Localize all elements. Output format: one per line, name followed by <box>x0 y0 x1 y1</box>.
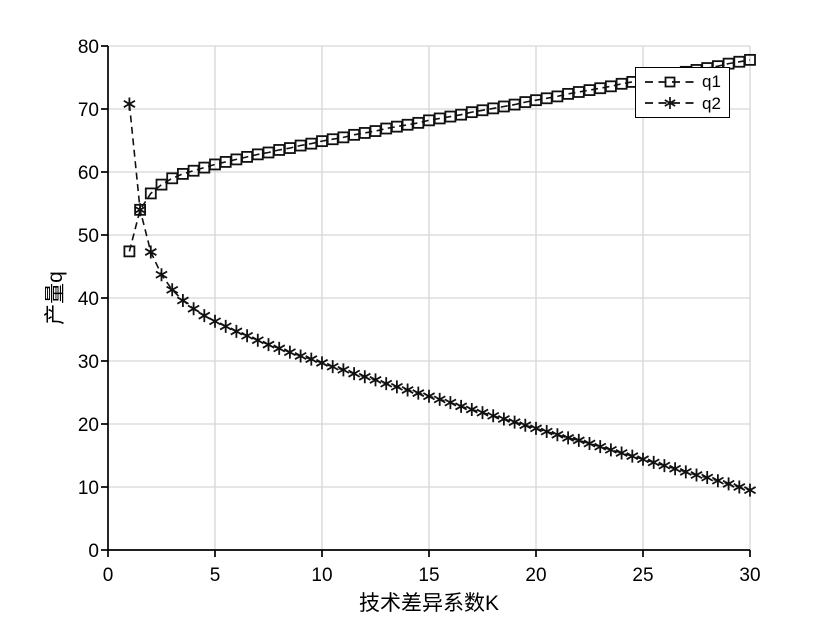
square-marker-icon <box>744 53 756 66</box>
asterisk-marker-icon <box>636 452 650 466</box>
x-tick-label: 5 <box>210 565 221 586</box>
asterisk-marker-icon <box>294 349 307 363</box>
y-tick-label: 40 <box>78 289 99 310</box>
asterisk-marker-icon <box>315 356 329 370</box>
y-tick-label: 50 <box>78 226 99 247</box>
y-tick-label: 30 <box>78 352 99 373</box>
asterisk-marker-icon <box>647 455 660 469</box>
gridlines <box>108 45 751 550</box>
asterisk-marker-icon <box>337 363 350 377</box>
asterisk-marker-icon <box>594 440 607 454</box>
asterisk-marker-icon <box>198 309 211 323</box>
asterisk-marker-icon <box>497 412 510 426</box>
square-marker-icon <box>166 172 179 185</box>
asterisk-marker-icon <box>380 377 393 391</box>
asterisk-marker-icon <box>476 406 489 420</box>
asterisk-marker-icon <box>508 415 521 429</box>
asterisk-marker-icon <box>208 314 222 328</box>
asterisk-marker-icon <box>679 465 692 479</box>
square-marker-icon <box>176 167 189 180</box>
asterisk-marker-icon <box>187 302 200 316</box>
x-tick-label: 15 <box>418 565 439 586</box>
asterisk-marker-icon <box>134 203 147 217</box>
asterisk-marker-icon <box>230 324 243 338</box>
data-series <box>123 53 757 497</box>
asterisk-marker-icon <box>176 294 189 308</box>
asterisk-marker-icon <box>572 433 585 447</box>
dashed-line-square-marker-icon <box>645 76 695 88</box>
square-marker-icon <box>155 178 168 191</box>
x-tick-label: 0 <box>103 565 114 586</box>
x-tick-label: 25 <box>632 565 653 586</box>
asterisk-marker-icon <box>358 370 371 384</box>
asterisk-marker-icon <box>583 437 596 451</box>
tick-marks <box>101 45 751 557</box>
y-tick-label: 20 <box>78 415 99 436</box>
square-marker-icon <box>198 161 211 174</box>
asterisk-marker-icon <box>348 367 361 381</box>
asterisk-marker-icon <box>669 462 682 476</box>
asterisk-marker-icon <box>690 468 703 482</box>
asterisk-marker-icon <box>540 425 553 439</box>
asterisk-marker-icon <box>219 319 232 333</box>
square-marker-icon <box>187 164 200 177</box>
square-marker-icon <box>144 187 157 200</box>
legend-item-q2: q2 <box>642 93 725 113</box>
asterisk-marker-icon <box>241 329 254 343</box>
asterisk-marker-icon <box>562 431 575 445</box>
asterisk-marker-icon <box>123 97 136 111</box>
asterisk-marker-icon <box>604 443 617 457</box>
asterisk-marker-icon <box>465 403 478 417</box>
y-tick-label: 80 <box>78 37 99 58</box>
asterisk-marker-icon <box>615 446 628 460</box>
asterisk-marker-icon <box>273 341 286 355</box>
asterisk-marker-icon <box>711 474 724 488</box>
x-axis-label: 技术差异系数K <box>359 592 499 615</box>
tick-labels: 0 5 10 15 20 25 30 0 10 20 30 40 50 60 70 80 <box>78 37 761 586</box>
asterisk-marker-icon <box>305 352 318 366</box>
asterisk-marker-icon <box>701 471 714 485</box>
legend-item-q1: q1 <box>642 72 725 92</box>
legend-label-q2: q2 <box>702 93 721 113</box>
asterisk-marker-icon <box>166 283 179 297</box>
legend: q1 q2 <box>635 67 730 118</box>
asterisk-marker-icon <box>551 428 564 442</box>
legend-label-q1: q1 <box>702 72 721 92</box>
asterisk-marker-icon <box>529 421 543 435</box>
asterisk-marker-icon <box>251 333 264 347</box>
y-tick-label: 10 <box>78 478 99 499</box>
asterisk-marker-icon <box>283 345 296 359</box>
asterisk-marker-icon <box>401 383 414 397</box>
asterisk-marker-icon <box>444 396 457 410</box>
asterisk-marker-icon <box>390 380 403 394</box>
y-axis-label: 产量q <box>44 271 67 325</box>
x-tick-label: 20 <box>525 565 546 586</box>
asterisk-marker-icon <box>519 418 532 432</box>
x-tick-label: 10 <box>311 565 332 586</box>
asterisk-marker-icon <box>722 477 735 491</box>
dashed-line-asterisk-marker-icon <box>645 97 695 110</box>
series-line-q1 <box>128 59 751 252</box>
asterisk-marker-icon <box>487 409 500 423</box>
asterisk-marker-icon <box>369 373 382 387</box>
asterisk-marker-icon <box>733 480 746 494</box>
y-tick-label: 70 <box>78 100 99 121</box>
y-tick-label: 0 <box>88 541 99 562</box>
x-tick-label: 30 <box>739 565 760 586</box>
asterisk-marker-icon <box>626 449 639 463</box>
asterisk-marker-icon <box>422 389 436 403</box>
asterisk-marker-icon <box>433 392 446 406</box>
asterisk-marker-icon <box>455 399 468 413</box>
asterisk-marker-icon <box>262 338 275 352</box>
asterisk-marker-icon <box>144 245 157 259</box>
asterisk-marker-icon <box>743 483 757 497</box>
asterisk-marker-icon <box>412 386 425 400</box>
asterisk-marker-icon <box>658 459 671 473</box>
asterisk-marker-icon <box>155 268 168 282</box>
y-tick-label: 60 <box>78 163 99 184</box>
square-marker-icon <box>123 245 136 258</box>
asterisk-marker-icon <box>326 360 339 374</box>
